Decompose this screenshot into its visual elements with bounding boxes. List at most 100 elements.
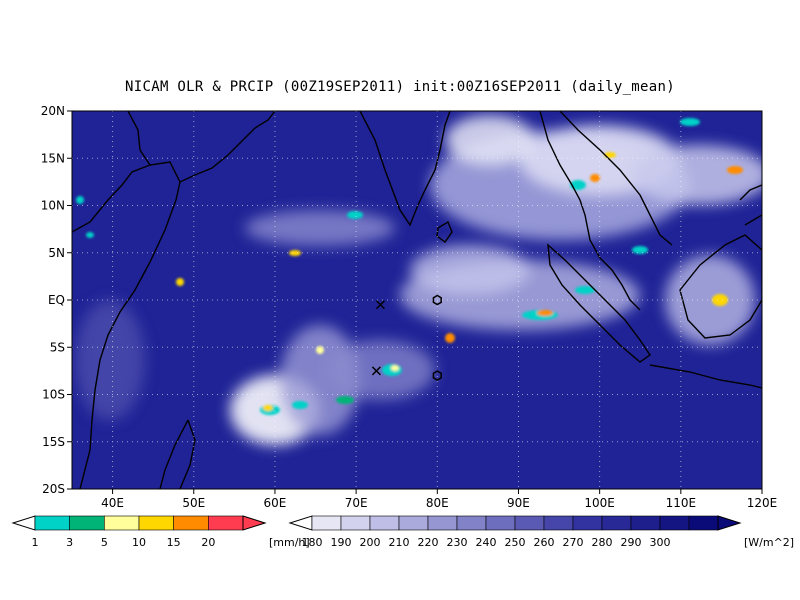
lat-tick-label: 20N: [41, 104, 65, 118]
colorbar-swatch: [208, 515, 244, 531]
lat-tick-label: 15N: [41, 151, 65, 165]
colorbar-left-arrow: [288, 515, 313, 531]
colorbar-swatch: [688, 515, 719, 531]
colorbar-swatch: [427, 515, 458, 531]
precip-patch: [391, 365, 399, 371]
colorbar-swatch: [485, 515, 516, 531]
precip-patch: [76, 196, 84, 204]
x-marker: [375, 300, 386, 310]
coastline-islands: [739, 184, 762, 226]
colorbar-swatch: [138, 515, 174, 531]
lon-tick-label: 50E: [182, 496, 205, 510]
precip-patch: [336, 396, 354, 404]
colorbar-label: 3: [66, 536, 73, 549]
gridlines: [72, 111, 762, 489]
cloud-region: [75, 300, 145, 420]
colorbar-swatch: [543, 515, 574, 531]
coastline-africa-arabia: [72, 111, 276, 489]
precip-patch: [632, 246, 648, 254]
colorbar-label: 270: [563, 536, 584, 549]
precip-patch: [289, 250, 301, 256]
lat-tick-label: 5N: [48, 246, 65, 260]
lon-tick-label: 110E: [666, 496, 697, 510]
colorbar-swatch: [601, 515, 632, 531]
colorbar-unit: [mm/h]: [269, 536, 310, 549]
lat-tick-label: 15S: [42, 435, 65, 449]
colorbar-label: 220: [418, 536, 439, 549]
hexagon-marker: [432, 370, 442, 381]
colorbar-swatch: [173, 515, 209, 531]
cloud-region: [245, 210, 395, 246]
precip-patch: [176, 278, 184, 286]
colorbar-left-arrow: [11, 515, 36, 531]
precip-patch: [537, 310, 553, 316]
precip-patch: [347, 211, 363, 219]
precip-patch: [263, 405, 273, 411]
lat-tick-label: 10S: [42, 388, 65, 402]
lat-tick-label: 20S: [42, 482, 65, 496]
colorbar-right-arrow: [242, 515, 267, 531]
lat-tick-label: 10N: [41, 199, 65, 213]
cloud-region: [665, 255, 755, 345]
colorbar-swatch: [514, 515, 545, 531]
precip-layer: [76, 118, 743, 415]
colorbar-swatch: [398, 515, 429, 531]
colorbar-label: 210: [389, 536, 410, 549]
precip-patch: [590, 174, 600, 182]
coastlines: [72, 111, 762, 489]
colorbar-swatch: [34, 515, 70, 531]
precip-patch: [680, 118, 700, 126]
colorbar-label: 250: [505, 536, 526, 549]
colorbar-label: 230: [447, 536, 468, 549]
colorbar-swatch: [659, 515, 690, 531]
colorbar-label: 300: [650, 536, 671, 549]
lat-tick-label: EQ: [48, 293, 65, 307]
coastline-sumatra: [547, 243, 651, 363]
colorbar-label: 5: [101, 536, 108, 549]
colorbar-label: 20: [201, 536, 215, 549]
colorbar-unit: [W/m^2]: [744, 536, 794, 549]
colorbar-swatch: [456, 515, 487, 531]
colorbar-swatch: [311, 515, 342, 531]
colorbar-label: 10: [132, 536, 146, 549]
colorbar-label: 240: [476, 536, 497, 549]
coastline-indochina: [539, 111, 673, 311]
precip-patch: [292, 401, 308, 409]
olr-cloud-field: [75, 115, 762, 445]
olr-colorbar: 180 190 200 210 220 230 240 250 260 270 280 290 300 […: [288, 515, 794, 549]
lon-tick-label: 40E: [101, 496, 124, 510]
cloud-region: [325, 340, 435, 400]
colorbar-label: 290: [621, 536, 642, 549]
lon-tick-label: 100E: [584, 496, 615, 510]
colorbar-label: 280: [592, 536, 613, 549]
precip-patch: [382, 364, 402, 376]
colorbar-label: 260: [534, 536, 555, 549]
coastline-borneo: [679, 234, 762, 339]
colorbar-label: 190: [331, 536, 352, 549]
precip-patch: [86, 232, 94, 238]
colorbar-label: 180: [302, 536, 323, 549]
cloud-region: [410, 245, 530, 295]
coastline-madagascar: [159, 419, 196, 489]
lon-tick-label: 90E: [507, 496, 530, 510]
colorbar-swatch: [369, 515, 400, 531]
cloud-region: [630, 145, 762, 205]
x-marker: [371, 366, 381, 376]
lon-tick-label: 80E: [426, 496, 449, 510]
precip-patch: [575, 286, 595, 294]
cloud-region: [445, 115, 535, 165]
hexagon-marker: [432, 294, 442, 306]
axes: 20N 15N 10N 5N EQ 5S 10S 15S 20S 40E 50E 60E 70E 80E 9…: [41, 104, 778, 510]
colorbar-label: 200: [360, 536, 381, 549]
colorbar-swatch: [572, 515, 603, 531]
colorbar-swatch: [104, 515, 140, 531]
coastline-java: [649, 364, 762, 389]
precip-patch: [445, 333, 455, 343]
colorbar-swatch: [340, 515, 371, 531]
precip-patch: [316, 346, 324, 354]
colorbar-label: 1: [32, 536, 39, 549]
colorbar-swatch: [630, 515, 661, 531]
lon-tick-label: 70E: [345, 496, 368, 510]
